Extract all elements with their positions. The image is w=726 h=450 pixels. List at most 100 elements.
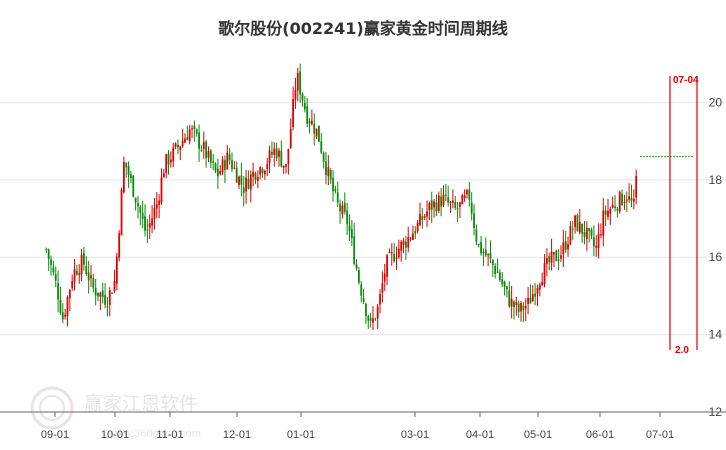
candle-body xyxy=(473,213,475,229)
candle-body xyxy=(73,269,76,282)
candle-body xyxy=(318,125,320,142)
candle-body xyxy=(362,298,365,302)
candle-body xyxy=(527,297,529,304)
candle-body xyxy=(219,171,222,175)
candle-body xyxy=(442,194,445,206)
candle-body xyxy=(569,225,572,245)
candle-body xyxy=(45,249,48,251)
candle-body xyxy=(308,121,311,124)
candle-body xyxy=(346,210,349,225)
candle-body xyxy=(191,128,193,130)
candle-body xyxy=(226,152,229,170)
candle-body xyxy=(459,202,461,207)
chart-title: 歌尔股份(002241)赢家黄金时间周期线 xyxy=(218,19,507,38)
candle-body xyxy=(621,193,623,205)
candle-body xyxy=(148,223,151,228)
candle-body xyxy=(313,123,316,134)
cycle-date-label: 07-04 xyxy=(673,75,699,86)
candle-body xyxy=(355,264,358,269)
candle-body xyxy=(125,162,128,168)
candle-body xyxy=(242,187,245,193)
candle-body xyxy=(348,225,351,231)
candle-body xyxy=(315,128,318,137)
candle-body xyxy=(87,272,90,281)
candle-body xyxy=(310,120,313,125)
candle-body xyxy=(271,151,273,155)
candle-body xyxy=(224,160,226,170)
watermark-text: 赢家江恩软件 xyxy=(84,393,198,415)
candle-body xyxy=(134,197,137,203)
candle-body xyxy=(524,306,527,309)
candle-body xyxy=(61,312,64,320)
candle-body xyxy=(400,241,403,251)
grid-layer xyxy=(0,101,726,336)
candle-body xyxy=(538,284,541,290)
candle-body xyxy=(628,196,631,200)
candle-body xyxy=(381,283,384,293)
candle-body xyxy=(529,297,532,304)
candle-body xyxy=(268,150,271,163)
x-tick-label: 12-01 xyxy=(223,429,251,441)
candle-body xyxy=(395,257,398,260)
candle-body xyxy=(623,201,626,203)
candle-body xyxy=(611,204,614,208)
candle-body xyxy=(625,199,628,202)
candle-body xyxy=(447,197,450,203)
candle-body xyxy=(581,223,584,234)
candle-body xyxy=(292,99,294,128)
candle-body xyxy=(602,210,605,236)
candle-body xyxy=(252,171,255,177)
candle-body xyxy=(393,253,396,262)
candle-body xyxy=(468,189,471,200)
candle-body xyxy=(306,106,309,124)
watermark: 赢家江恩软件 www.360gann.com xyxy=(30,386,201,440)
candle-body xyxy=(120,189,123,236)
candle-body xyxy=(548,256,551,263)
candle-body xyxy=(202,142,205,150)
candle-body xyxy=(365,303,367,316)
candle-body xyxy=(165,154,168,174)
candle-body xyxy=(332,178,334,192)
candle-body xyxy=(228,154,231,161)
candle-body xyxy=(256,177,259,181)
candle-body xyxy=(139,206,142,213)
x-tick-label: 04-01 xyxy=(466,429,494,441)
candle-body xyxy=(341,205,344,215)
candle-body xyxy=(188,129,191,142)
candle-body xyxy=(132,175,135,197)
candle-body xyxy=(186,137,189,141)
y-tick-label: 14 xyxy=(709,328,723,342)
candle-body xyxy=(503,281,506,287)
y-tick-label: 16 xyxy=(709,250,723,264)
candle-body xyxy=(607,210,609,217)
candle-body xyxy=(585,227,588,240)
candle-body xyxy=(71,281,74,288)
y-tick-label: 20 xyxy=(709,95,723,109)
candle-body xyxy=(557,259,560,261)
candle-body xyxy=(576,214,579,231)
candle-body xyxy=(101,290,104,298)
candle-body xyxy=(137,203,139,207)
candle-body xyxy=(423,216,426,218)
candle-body xyxy=(80,254,83,275)
candle-body xyxy=(482,252,485,254)
candle-body xyxy=(92,278,95,288)
candle-body xyxy=(376,306,379,319)
candle-body xyxy=(205,141,208,159)
candle-body xyxy=(560,255,562,259)
candle-body xyxy=(343,202,346,212)
candle-body xyxy=(90,275,92,279)
candle-body xyxy=(122,162,125,193)
candle-body xyxy=(214,163,217,172)
candle-body xyxy=(172,147,175,162)
candle-body xyxy=(522,305,525,311)
candle-body xyxy=(57,283,59,300)
candle-body xyxy=(113,281,116,292)
candle-body xyxy=(97,292,99,297)
candle-body xyxy=(555,250,558,262)
candle-body xyxy=(357,270,360,283)
candle-body xyxy=(498,272,501,280)
candle-body xyxy=(466,190,468,195)
candle-body xyxy=(52,267,55,273)
